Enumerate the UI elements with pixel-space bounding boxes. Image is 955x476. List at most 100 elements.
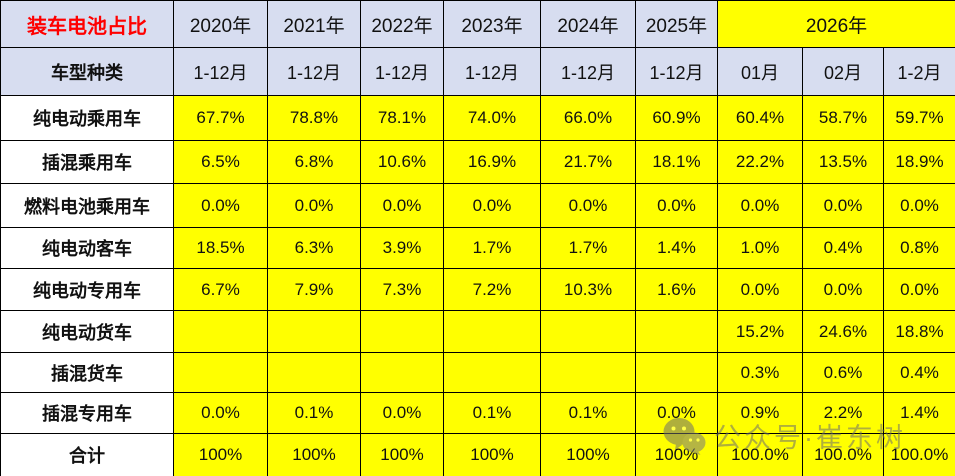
value-cell: 60.9%: [635, 95, 718, 141]
value-cell: 21.7%: [540, 140, 636, 184]
value-cell: 15.2%: [717, 310, 803, 353]
row-label: 插混专用车: [0, 392, 174, 434]
value-cell: 78.1%: [360, 95, 444, 141]
year-header-2020: 2020年: [173, 0, 268, 48]
period-header-row: 车型种类 1-12月 1-12月 1-12月 1-12月 1-12月 1-12月…: [0, 47, 955, 96]
year-header-2026-highlighted: 2026年: [716, 0, 955, 48]
value-cell: [635, 352, 718, 393]
value-cell: 100.0%: [802, 433, 884, 476]
value-cell: [540, 310, 636, 353]
value-cell: 0.0%: [443, 183, 541, 228]
table-row: 插混乘用车 6.5% 6.8% 10.6% 16.9% 21.7% 18.1% 22.2% 13…: [0, 140, 955, 184]
year-header-row: 装车电池占比 2020年 2021年 2022年 2023年 2024年 202…: [0, 0, 955, 48]
table-title: 装车电池占比: [0, 0, 174, 48]
value-cell: 18.5%: [173, 227, 268, 269]
value-cell: 13.5%: [802, 140, 884, 184]
row-label: 纯电动乘用车: [0, 95, 174, 141]
row-label: 纯电动专用车: [0, 268, 174, 311]
period-header: 1-12月: [267, 47, 361, 96]
value-cell: 0.3%: [717, 352, 803, 393]
row-label: 插混货车: [0, 352, 174, 393]
value-cell: 1.4%: [882, 392, 955, 434]
value-cell: 0.0%: [635, 183, 718, 228]
period-header: 1-12月: [173, 47, 268, 96]
value-cell: 2.2%: [802, 392, 884, 434]
table-row: 纯电动货车 15.2% 24.6% 18.8%: [0, 310, 955, 353]
value-cell: 3.9%: [360, 227, 444, 269]
value-cell: [443, 310, 541, 353]
table-row: 燃料电池乘用车 0.0% 0.0% 0.0% 0.0% 0.0% 0.0% 0.0% 0.0% 0…: [0, 183, 955, 228]
value-cell: 7.3%: [360, 268, 444, 311]
value-cell: [635, 310, 718, 353]
period-header: 1-12月: [443, 47, 541, 96]
value-cell: 100%: [360, 433, 444, 476]
year-header-2021: 2021年: [267, 0, 361, 48]
value-cell: 1.0%: [717, 227, 803, 269]
value-cell: 0.0%: [635, 392, 718, 434]
value-cell: 100%: [635, 433, 718, 476]
value-cell: 0.1%: [443, 392, 541, 434]
year-header-2024: 2024年: [540, 0, 636, 48]
table-row: 纯电动客车 18.5% 6.3% 3.9% 1.7% 1.7% 1.4% 1.0% 0.4% 0.…: [0, 227, 955, 269]
value-cell: 0.1%: [540, 392, 636, 434]
value-cell: 6.5%: [173, 140, 268, 184]
value-cell: 0.1%: [267, 392, 361, 434]
value-cell: 0.6%: [802, 352, 884, 393]
value-cell: 10.3%: [540, 268, 636, 311]
value-cell: 67.7%: [173, 95, 268, 141]
value-cell: 0.0%: [802, 183, 884, 228]
value-cell: 100.0%: [717, 433, 803, 476]
value-cell: 74.0%: [443, 95, 541, 141]
value-cell: [360, 310, 444, 353]
value-cell: 10.6%: [360, 140, 444, 184]
period-header: 02月: [802, 47, 884, 96]
value-cell: 1.7%: [540, 227, 636, 269]
value-cell: [173, 310, 268, 353]
value-cell: 100.0%: [882, 433, 955, 476]
value-cell: 0.0%: [173, 183, 268, 228]
value-cell: 1.7%: [443, 227, 541, 269]
category-column-header: 车型种类: [0, 47, 174, 96]
value-cell: 18.9%: [882, 140, 955, 184]
value-cell: 0.0%: [717, 268, 803, 311]
value-cell: 18.8%: [882, 310, 955, 353]
row-label: 燃料电池乘用车: [0, 183, 174, 228]
value-cell: [267, 352, 361, 393]
value-cell: [540, 352, 636, 393]
value-cell: [360, 352, 444, 393]
period-header: 01月: [717, 47, 803, 96]
value-cell: 100%: [267, 433, 361, 476]
row-label: 纯电动货车: [0, 310, 174, 353]
table-body: 纯电动乘用车 67.7% 78.8% 78.1% 74.0% 66.0% 60.9% 60.4…: [0, 95, 955, 476]
year-header-2023: 2023年: [443, 0, 541, 48]
value-cell: 78.8%: [267, 95, 361, 141]
year-header-2022: 2022年: [360, 0, 444, 48]
value-cell: 100%: [443, 433, 541, 476]
table-row: 纯电动乘用车 67.7% 78.8% 78.1% 74.0% 66.0% 60.9% 60.4…: [0, 95, 955, 141]
value-cell: 60.4%: [717, 95, 803, 141]
value-cell: [267, 310, 361, 353]
value-cell: 0.0%: [267, 183, 361, 228]
value-cell: 0.0%: [360, 392, 444, 434]
table-row: 插混货车 0.3% 0.6% 0.4%: [0, 352, 955, 393]
row-label: 插混乘用车: [0, 140, 174, 184]
value-cell: 0.0%: [882, 268, 955, 311]
value-cell: 1.4%: [635, 227, 718, 269]
table-row: 插混专用车 0.0% 0.1% 0.0% 0.1% 0.1% 0.0% 0.9% 2.2% 1.4…: [0, 392, 955, 434]
table-header: 装车电池占比 2020年 2021年 2022年 2023年 2024年 202…: [0, 0, 955, 96]
value-cell: 0.0%: [882, 183, 955, 228]
value-cell: [173, 352, 268, 393]
value-cell: 59.7%: [882, 95, 955, 141]
value-cell: 7.2%: [443, 268, 541, 311]
value-cell: 16.9%: [443, 140, 541, 184]
total-row: 合计 100% 100% 100% 100% 100% 100% 100.0% 100.0% 10…: [0, 433, 955, 476]
value-cell: 66.0%: [540, 95, 636, 141]
period-header: 1-12月: [635, 47, 718, 96]
value-cell: 0.0%: [540, 183, 636, 228]
value-cell: 0.4%: [882, 352, 955, 393]
table-row: 纯电动专用车 6.7% 7.9% 7.3% 7.2% 10.3% 1.6% 0.0% 0.0% 0…: [0, 268, 955, 311]
value-cell: 6.8%: [267, 140, 361, 184]
value-cell: 24.6%: [802, 310, 884, 353]
